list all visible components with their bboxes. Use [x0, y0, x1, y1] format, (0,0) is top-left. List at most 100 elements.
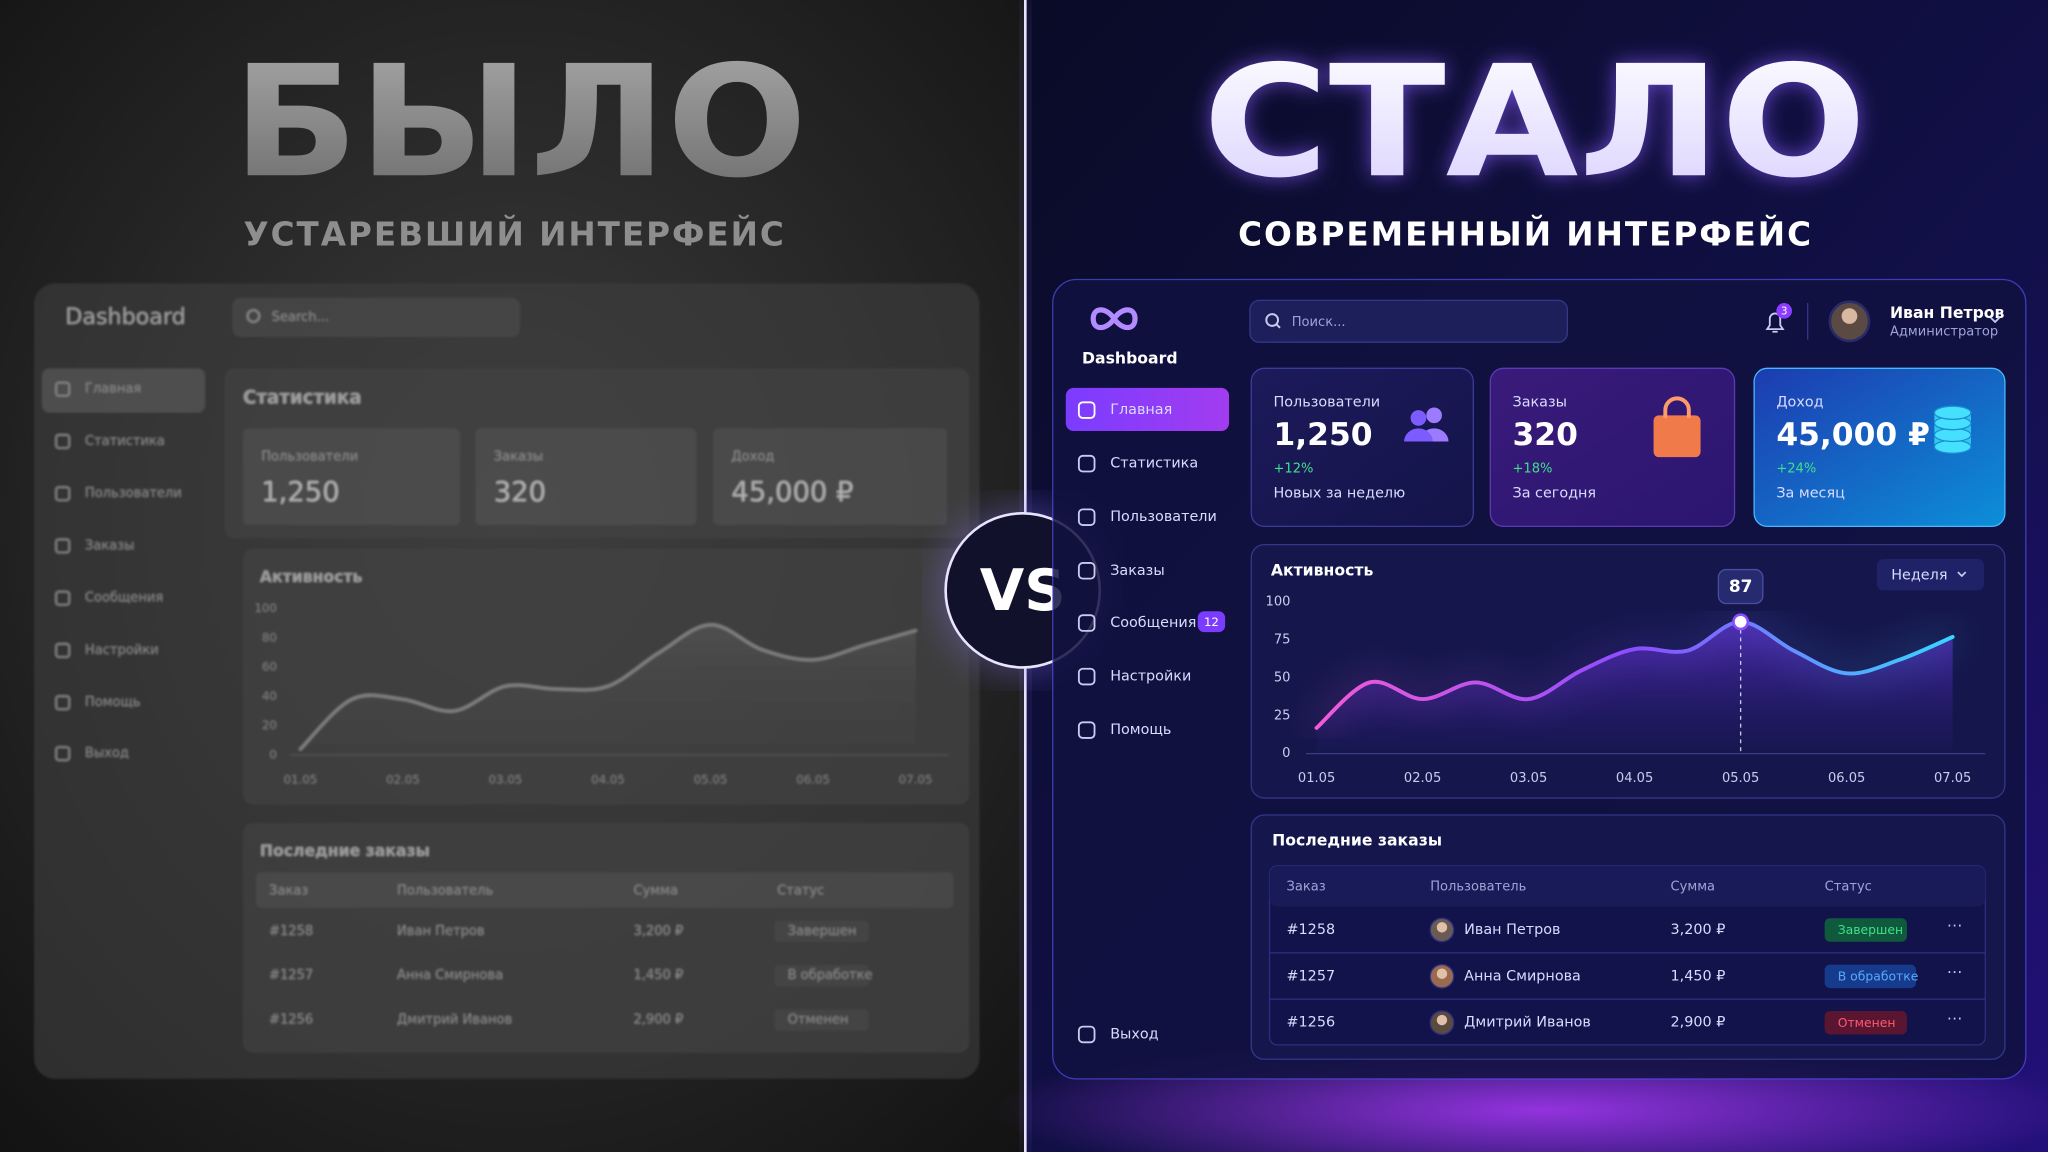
left-title: БЫЛО: [232, 33, 807, 212]
old-table-header: [256, 872, 954, 908]
nav-item[interactable]: Главная: [1110, 402, 1172, 418]
card-orders: [1489, 367, 1736, 528]
nav-badge: [1197, 611, 1226, 633]
old-table-header-cell: Статус: [777, 883, 824, 898]
old-nav-icon: [55, 695, 71, 711]
y-tick-label: 0: [1282, 746, 1290, 761]
card-value: 45,000 ₽: [1776, 417, 1930, 453]
nav-icon: [1077, 562, 1096, 580]
period-select[interactable]: [1876, 559, 1984, 591]
card-change: +12%: [1273, 461, 1313, 476]
old-nav-item[interactable]: Статистика: [85, 434, 165, 449]
old-table-cell: Завершен: [788, 924, 857, 939]
bell-count: 3: [1781, 306, 1788, 318]
old-search[interactable]: [232, 297, 520, 337]
right-title: СТАЛО: [1203, 33, 1867, 212]
card-note: За сегодня: [1512, 486, 1596, 502]
old-card: [713, 428, 947, 526]
x-tick-label: 07.05: [899, 772, 933, 786]
user-avatar-face: [1841, 308, 1858, 324]
old-card-label: Заказы: [494, 450, 543, 465]
old-nav-item[interactable]: Главная: [85, 382, 141, 397]
old-table-cell: #1256: [269, 1013, 313, 1028]
new-search-icon-handle: [1275, 323, 1281, 329]
old-nav-icon: [55, 381, 71, 397]
x-tick-label: 01.05: [1298, 771, 1335, 786]
bag-icon: [1653, 396, 1701, 458]
x-tick-label: 06.05: [796, 772, 830, 786]
old-table-header-cell: Пользователь: [397, 883, 493, 898]
period-label[interactable]: Неделя: [1891, 567, 1947, 583]
x-tick-label: 04.05: [591, 772, 625, 786]
card-change: +18%: [1512, 461, 1552, 476]
card-label: Доход: [1776, 394, 1823, 410]
old-table-header-cell: Заказ: [269, 883, 308, 898]
nav-item[interactable]: Настройки: [1110, 669, 1191, 685]
status-text: Завершен: [1838, 922, 1903, 937]
old-nav-active: [41, 368, 206, 413]
x-tick-label: 03.05: [1510, 771, 1547, 786]
old-search-placeholder[interactable]: Search...: [272, 310, 329, 325]
activity-line: [1314, 619, 1955, 730]
old-nav-item[interactable]: Сообщения: [85, 591, 163, 606]
orders-header: [1269, 865, 1986, 907]
nav-item[interactable]: Сообщения: [1110, 615, 1196, 631]
old-card-value: 1,250: [261, 477, 339, 508]
new-search-placeholder[interactable]: Поиск...: [1292, 315, 1346, 330]
bell-icon[interactable]: [1765, 312, 1785, 333]
y-tick-label: 100: [1266, 595, 1291, 610]
old-card: [475, 428, 697, 526]
old-card-label: Пользователи: [261, 450, 358, 465]
row-menu[interactable]: ⋯: [1947, 916, 1964, 935]
y-tick-label: 20: [262, 718, 277, 732]
user-name[interactable]: Иван Петров: [1890, 303, 2005, 322]
old-nav-item[interactable]: Настройки: [85, 643, 159, 658]
card-value: 320: [1512, 417, 1577, 453]
order-sum: 2,900 ₽: [1671, 1015, 1726, 1031]
old-nav-item[interactable]: Пользователи: [85, 486, 182, 501]
nav-item[interactable]: Заказы: [1110, 563, 1164, 579]
card-note: Новых за неделю: [1273, 486, 1405, 502]
logo: [1090, 307, 1138, 331]
new-search[interactable]: [1249, 299, 1568, 343]
nav-icon: [1077, 454, 1096, 473]
nav-item[interactable]: Статистика: [1110, 456, 1198, 472]
old-nav-item[interactable]: Выход: [85, 746, 129, 761]
old-table-cell: Анна Смирнова: [397, 968, 503, 983]
order-id: #1256: [1287, 1015, 1336, 1031]
order-id: #1257: [1287, 968, 1336, 984]
order-sum: 1,450 ₽: [1671, 968, 1726, 984]
old-table-cell: Отменен: [788, 1013, 849, 1028]
new-dashboard: Dashboard Поиск... 3 Иван Петров Админис…: [1052, 278, 2027, 1080]
y-tick-label: 40: [262, 689, 277, 703]
x-tick-label: 07.05: [1934, 771, 1971, 786]
nav-item[interactable]: Выход: [1110, 1026, 1158, 1042]
nav-icon: [1077, 401, 1096, 419]
nav-icon: [1077, 721, 1096, 739]
user-menu-chevron[interactable]: [1989, 316, 2001, 324]
nav-icon: [1077, 1025, 1096, 1044]
card-note: За месяц: [1776, 486, 1845, 502]
old-table-cell: 2,900 ₽: [633, 1013, 683, 1028]
status-pill: [1824, 918, 1907, 942]
nav-item[interactable]: Пользователи: [1110, 509, 1217, 525]
y-tick-label: 60: [262, 660, 277, 674]
table-header-cell: Пользователь: [1430, 879, 1526, 894]
nav-item[interactable]: Помощь: [1110, 722, 1171, 738]
old-nav-item[interactable]: Заказы: [85, 538, 134, 553]
card-label: Пользователи: [1273, 394, 1380, 410]
x-tick-label: 01.05: [284, 772, 318, 786]
x-tick-label: 06.05: [1828, 771, 1865, 786]
row-menu[interactable]: ⋯: [1947, 962, 1964, 981]
old-table-cell: Иван Петров: [397, 924, 485, 939]
old-nav-icon: [55, 486, 71, 502]
x-tick-label: 05.05: [1722, 771, 1759, 786]
old-nav-item[interactable]: Помощь: [85, 695, 141, 710]
old-nav-icon: [55, 590, 71, 606]
nav-icon: [1077, 614, 1096, 632]
row-menu[interactable]: ⋯: [1947, 1008, 1964, 1027]
card-value: 1,250: [1273, 417, 1372, 453]
old-card-label: Доход: [731, 450, 774, 465]
status-pill: [1824, 1010, 1907, 1035]
